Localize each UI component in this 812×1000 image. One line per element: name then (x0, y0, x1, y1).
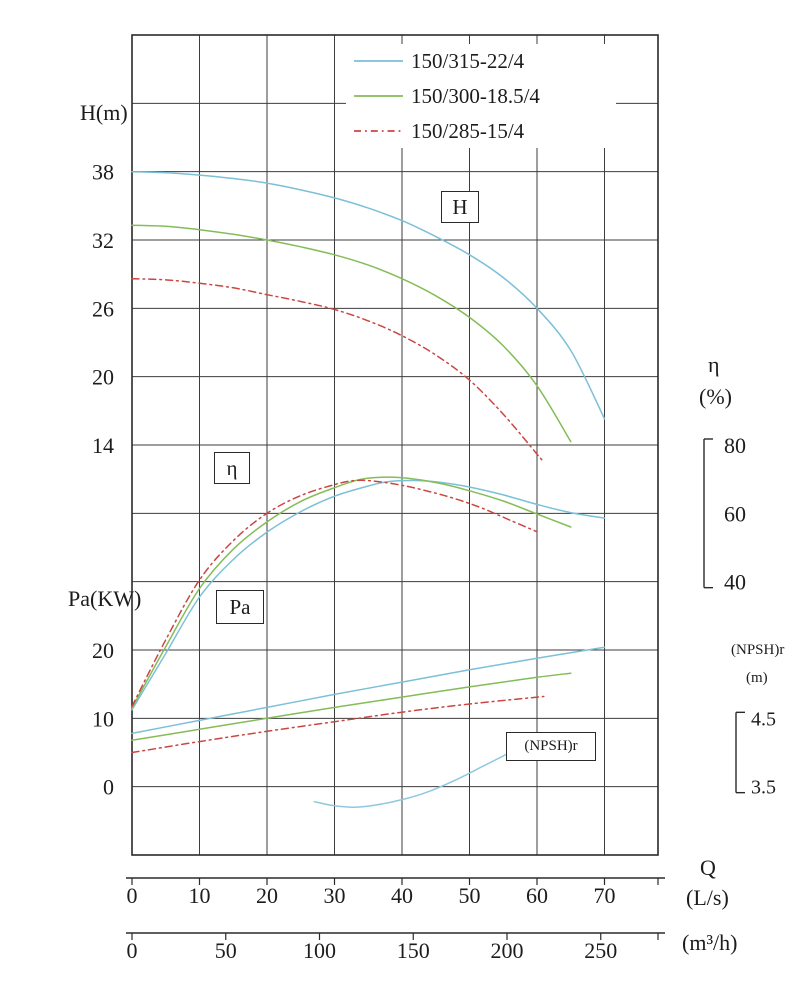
x-tick-label-m3h: 0 (127, 938, 138, 963)
x-tick-label-ls: 70 (594, 883, 616, 908)
npsh-axis-unit: (m) (746, 670, 768, 686)
pa-tick-label: 10 (92, 706, 114, 731)
q-axis-unit-m3h: (m³/h) (682, 930, 738, 955)
legend-label: 150/285-15/4 (411, 119, 525, 143)
curve-150-300-18.5-4-Pa (131, 672, 572, 741)
pa-curve-label: Pa (229, 594, 251, 619)
h-curve-label-box: H (441, 191, 479, 223)
x-tick-label-ls: 30 (324, 883, 346, 908)
eta-curve-label: η (226, 455, 238, 480)
eta-tick-label: 40 (724, 570, 746, 595)
x-tick-label-ls: 50 (459, 883, 481, 908)
curve-150-285-15-4-H (131, 277, 545, 463)
x-axis-m3h: 0 50 100 150 200 250 (126, 932, 665, 963)
npsh-tick-label: 3.5 (751, 777, 776, 799)
x-tick-label-m3h: 50 (215, 938, 237, 963)
pa-axis-title: Pa(KW) (68, 586, 142, 611)
curve-150-300-18.5-4-eta (131, 476, 572, 709)
npsh-curve-label: (NPSH)r (524, 738, 578, 754)
curves (131, 170, 606, 808)
x-tick-label-m3h: 150 (397, 938, 430, 963)
legend-label: 150/315-22/4 (411, 49, 525, 73)
curve-150-315-22-4-H (131, 170, 606, 420)
q-axis-title: Q (700, 855, 716, 880)
curve-150-285-15-4-Pa (131, 695, 545, 754)
h-tick-label: 14 (92, 433, 114, 458)
pa-curve-label-box: Pa (216, 590, 264, 624)
legend-entry: 150/300-18.5/4 (354, 84, 540, 108)
eta-axis-unit: (%) (699, 384, 732, 409)
curve--NPSH-r (313, 748, 518, 808)
legend-label: 150/300-18.5/4 (411, 84, 540, 108)
npsh-axis-title: (NPSH)r (731, 642, 785, 658)
eta-scale-bracket (703, 438, 713, 589)
pa-tick-label: 0 (103, 775, 114, 800)
x-tick-label-ls: 10 (189, 883, 211, 908)
curve-150-315-22-4-eta (131, 479, 606, 711)
h-tick-label: 38 (92, 160, 114, 185)
eta-tick-label: 60 (724, 501, 746, 526)
legend-entry: 150/315-22/4 (354, 49, 525, 73)
eta-curve-label-box: η (214, 452, 250, 484)
q-axis-unit-ls: (L/s) (686, 885, 729, 910)
h-axis-title: H(m) (80, 100, 128, 125)
x-tick-label-m3h: 250 (584, 938, 617, 963)
eta-axis-title: η (708, 352, 720, 377)
legend-entry: 150/285-15/4 (354, 119, 525, 143)
x-tick-label-ls: 60 (526, 883, 548, 908)
npsh-scale-bracket (735, 711, 745, 794)
h-tick-label: 20 (92, 365, 114, 390)
x-tick-label-ls: 40 (391, 883, 413, 908)
x-tick-label-m3h: 200 (491, 938, 524, 963)
h-curve-label: H (452, 194, 468, 219)
npsh-tick-label: 4.5 (751, 708, 776, 730)
legend: 150/315-22/4 150/300-18.5/4 150/285-15/4 (346, 44, 616, 148)
npsh-curve-label-box: (NPSH)r (506, 732, 596, 761)
x-tick-label-ls: 20 (256, 883, 278, 908)
eta-tick-label: 80 (724, 433, 746, 458)
h-tick-label: 26 (92, 296, 114, 321)
x-axis-ls: 0 10 20 30 40 50 60 70 (126, 877, 665, 908)
x-tick-label-ls: 0 (127, 883, 138, 908)
curve-150-315-22-4-Pa (131, 646, 606, 735)
x-tick-label-m3h: 100 (303, 938, 336, 963)
curve-150-285-15-4-eta (131, 479, 538, 708)
pa-tick-label: 20 (92, 638, 114, 663)
curve-150-300-18.5-4-H (131, 224, 572, 443)
h-tick-label: 32 (92, 228, 114, 253)
